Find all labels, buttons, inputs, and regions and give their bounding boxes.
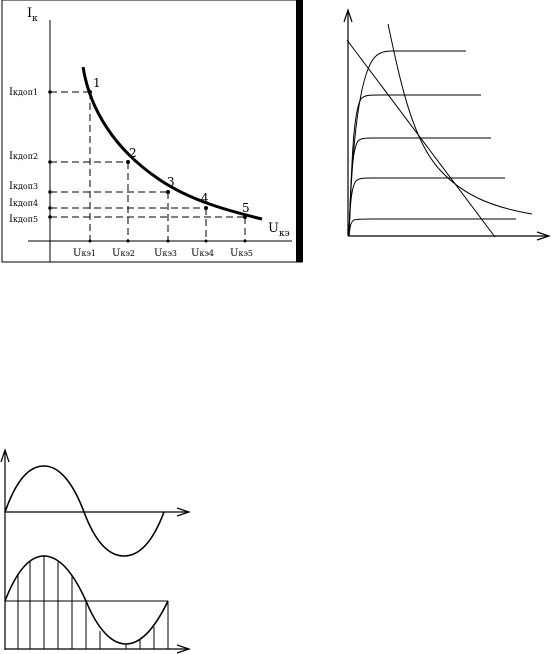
- load-line: [346, 39, 496, 238]
- figure-1-x-axis-label: Uкэ: [268, 221, 290, 239]
- y-tick-3: Iкдоп3: [9, 181, 38, 192]
- figure-3-top-arrow: [176, 507, 191, 517]
- figure-1-power-hyperbola: Iк Uкэ: [1, 0, 303, 263]
- figure-1-x-tick-labels: Uкэ1 Uкэ2 Uкэ3 Uкэ4 Uкэ5: [73, 248, 253, 259]
- y-tick-2: Iкдоп2: [9, 151, 38, 162]
- figure-3-y-arrow: [0, 448, 10, 463]
- figure-1-dots: [48, 90, 247, 243]
- figure-2-output-characteristics: [343, 8, 551, 241]
- x-tick-1: Uкэ1: [73, 248, 96, 259]
- x-tick-4: Uкэ4: [191, 248, 214, 259]
- figure-2-x-arrow: [536, 231, 551, 241]
- point-label-3: 3: [167, 175, 175, 189]
- y-tick-5: Iкдоп5: [9, 214, 38, 225]
- point-label-4: 4: [201, 191, 209, 205]
- figure-1-thick-border: [296, 0, 303, 262]
- characteristic-curve-3: [348, 137, 491, 237]
- power-limit-hyperbola: [387, 23, 533, 215]
- y-tick-4: Iкдоп4: [9, 198, 38, 209]
- sampling-lines: [17, 556, 169, 649]
- point-label-1: 1: [93, 76, 101, 90]
- figure-3-waveforms: [0, 448, 191, 654]
- figure-2-curve-family: [346, 23, 533, 238]
- x-tick-5: Uкэ5: [230, 248, 253, 259]
- point-label-5: 5: [242, 201, 250, 215]
- figure-1-frame: [1, 0, 303, 263]
- figure-1-y-tick-labels: Iкдоп1 Iкдоп2 Iкдоп3 Iкдоп4 Iкдоп5: [9, 87, 38, 225]
- x-tick-2: Uкэ2: [112, 248, 135, 259]
- figure-3-bottom-arrow: [176, 644, 191, 654]
- point-label-2: 2: [129, 146, 137, 160]
- characteristic-curve-4: [348, 177, 505, 237]
- y-tick-1: Iкдоп1: [9, 87, 38, 98]
- characteristic-curve-5: [348, 218, 516, 237]
- figure-1-hyperbola-curve: [81, 66, 263, 221]
- figure-1-y-axis-label: Iк: [27, 6, 38, 24]
- figure-1-projection-lines: [50, 91, 246, 241]
- figure-2-y-arrow: [343, 8, 353, 23]
- continuous-sine-wave: [4, 465, 165, 557]
- characteristic-curve-1: [348, 50, 466, 237]
- characteristic-curve-2: [348, 94, 481, 237]
- x-tick-3: Uкэ3: [154, 248, 177, 259]
